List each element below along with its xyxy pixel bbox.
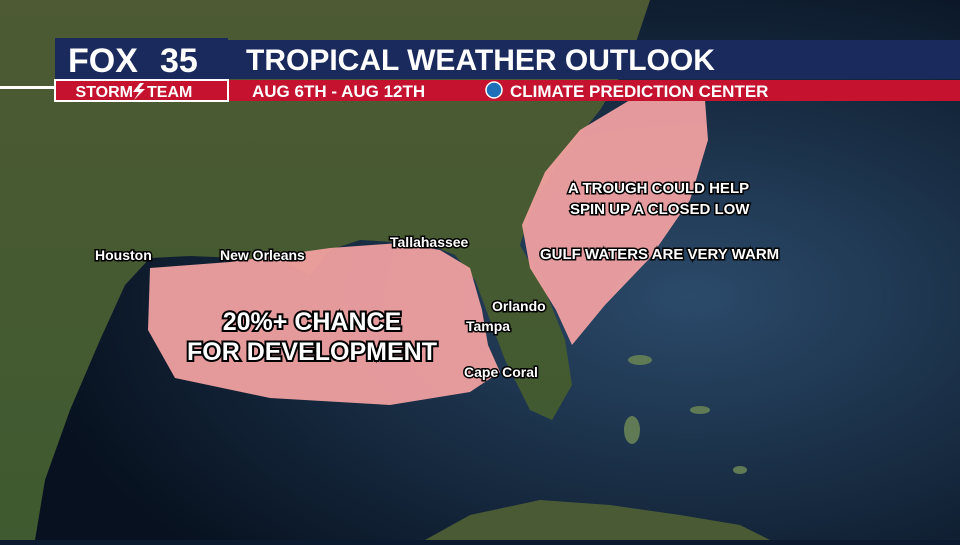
annotation: FOR DEVELOPMENT [187,338,437,366]
annotation: A TROUGH COULD HELP [568,180,749,197]
bolt [133,83,145,100]
outlook-area-atlantic [522,100,708,345]
annotation: SPIN UP A CLOSED LOW [570,201,750,218]
logo-top [55,38,228,80]
land-us [0,0,650,540]
outlook-area-gulf [148,243,500,405]
source: CLIMATE PREDICTION CENTER [510,82,768,101]
city-label: Cape Coral [464,364,538,380]
annotation: GULF WATERS ARE VERY WARM [540,246,779,263]
date-range: AUG 6TH - AUG 12TH [252,82,425,101]
city-label: Tampa [466,318,510,334]
city-label: New Orleans [220,247,305,263]
city-label: Tallahassee [390,234,469,250]
bahamas [624,355,747,474]
logo-team: TEAM [147,84,192,101]
title: TROPICAL WEATHER OUTLOOK [246,44,715,77]
title-bar [228,40,960,79]
city-label: Orlando [492,298,546,314]
land-cuba [425,500,770,540]
logo-brand: FOX [68,42,138,80]
logo-channel: 35 [160,42,198,80]
subtitle-bar [228,80,960,101]
annotation: 20%+ CHANCE [223,308,402,336]
noaa-icon [485,81,503,99]
logo-team: STORM [76,84,133,101]
city-label: Houston [95,247,152,263]
rule [0,86,60,89]
